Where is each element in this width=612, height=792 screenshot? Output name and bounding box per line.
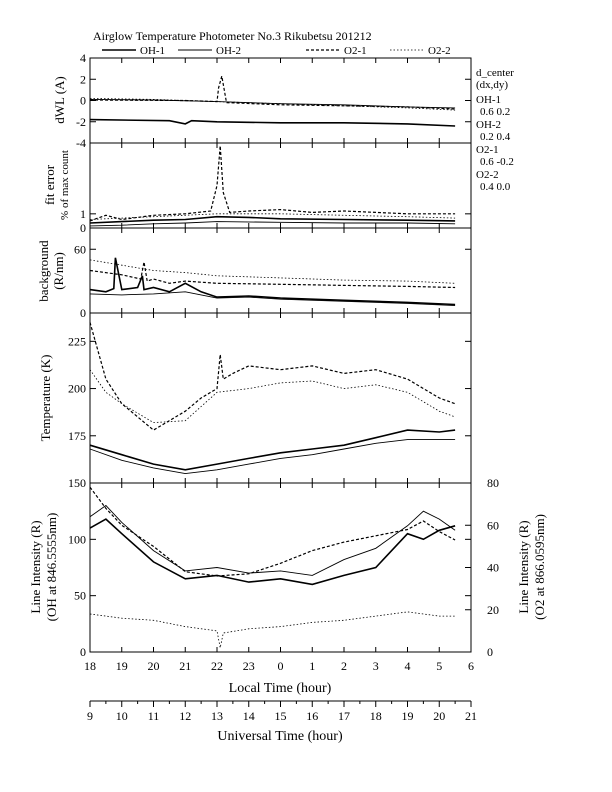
y2-tick-label: 0 <box>487 645 493 659</box>
background-axis-label: background <box>36 240 51 302</box>
y-tick-label: 225 <box>68 334 86 348</box>
y-tick-label: 50 <box>74 589 86 603</box>
legend-label-o2-2: O2-2 <box>428 45 451 57</box>
local-time-tick-label: 2 <box>341 659 347 673</box>
local-time-axis-label: Local Time (hour) <box>229 681 332 696</box>
series-o2-1-0 <box>89 75 456 110</box>
local-time-tick-label: 20 <box>148 659 160 673</box>
d-center-heading: d_center <box>476 67 514 79</box>
legend-label-oh-2: OH-2 <box>216 45 241 57</box>
ut-tick-label: 13 <box>211 709 223 723</box>
ut-tick-label: 15 <box>275 709 287 723</box>
fit-error-axis-sublabel: % of max count <box>59 150 71 220</box>
ut-tick-label: 17 <box>338 709 350 723</box>
y-tick-label: 150 <box>68 476 86 490</box>
series-oh-1-2 <box>89 257 456 306</box>
local-time-tick-label: 19 <box>116 659 128 673</box>
series-oh-1-0 <box>89 118 456 127</box>
local-time-tick-label: 18 <box>84 659 96 673</box>
local-time-tick-label: 22 <box>211 659 223 673</box>
series-o2-2-4 <box>89 611 456 648</box>
local-time-tick-label: 21 <box>179 659 191 673</box>
fit-error-axis-label: fit error <box>42 164 57 205</box>
d-center-value: 0.2 0.4 <box>480 131 511 143</box>
legend-label-oh-1: OH-1 <box>140 45 165 57</box>
ut-tick-label: 14 <box>243 709 255 723</box>
series-o2-2-0 <box>89 98 456 111</box>
local-time-tick-label: 5 <box>436 659 442 673</box>
ut-tick-label: 16 <box>306 709 318 723</box>
d-center-name: O2-1 <box>476 144 499 156</box>
y-tick-label: 60 <box>74 242 86 256</box>
d-center-name: OH-2 <box>476 119 501 131</box>
x-axes: 18 19 20 21 22 23 0 1 2 3 4 5 69 10 11 12 13 14 15 16 17 18 19… <box>84 659 477 723</box>
local-time-tick-label: 0 <box>278 659 284 673</box>
plot-area <box>89 75 456 648</box>
ut-tick-label: 21 <box>465 709 477 723</box>
y2-tick-label: 80 <box>487 476 499 490</box>
y-tick-label: 0 <box>80 221 86 235</box>
y-tick-label: 200 <box>68 382 86 396</box>
series-o2-1-2 <box>89 261 456 289</box>
y-tick-label: -4 <box>76 136 86 150</box>
y-tick-label: 0 <box>80 306 86 320</box>
series-oh-2-1 <box>89 221 456 227</box>
series-o2-2-3 <box>89 369 456 424</box>
ut-tick-label: 11 <box>148 709 160 723</box>
dwl-axis-label: dWL (A) <box>52 76 67 124</box>
d-center-value: 0.6 0.2 <box>480 106 510 118</box>
y-tick-label: 1 <box>80 207 86 221</box>
local-time-tick-label: 3 <box>373 659 379 673</box>
legend: OH-1 OH-2 O2-1 O2-2 <box>102 45 451 57</box>
y-tick-label: 2 <box>80 72 86 86</box>
ut-tick-label: 12 <box>179 709 191 723</box>
d-center-name: O2-2 <box>476 169 499 181</box>
intensity-right-axis-sublabel: (O2 at 866.0595nm) <box>532 514 547 620</box>
series-oh-1-1 <box>89 215 456 224</box>
d-center-subheading: (dx,dy) <box>476 79 508 91</box>
y-tick-label: 0 <box>80 94 86 108</box>
y2-tick-label: 20 <box>487 603 499 617</box>
series-oh-1-4 <box>89 518 456 586</box>
d-center-note: d_center (dx,dy) OH-10.6 0.2OH-20.2 0.4O… <box>476 67 514 193</box>
y-tick-label: 4 <box>80 51 86 65</box>
y-tick-label: 0 <box>80 645 86 659</box>
d-center-value: 0.6 -0.2 <box>480 156 514 168</box>
series-o2-1-3 <box>89 322 456 431</box>
ut-tick-label: 10 <box>116 709 128 723</box>
ut-tick-label: 9 <box>87 709 93 723</box>
series-oh-2-2 <box>89 291 456 307</box>
series-o2-2-1 <box>89 213 456 220</box>
y-tick-label: 175 <box>68 429 86 443</box>
intensity-axis-sublabel: (OH at 846.5555nm) <box>44 513 59 622</box>
ut-tick-label: 19 <box>402 709 414 723</box>
series-o2-1-4 <box>89 486 456 577</box>
d-center-value: 0.4 0.0 <box>480 181 511 193</box>
local-time-tick-label: 6 <box>468 659 474 673</box>
intensity-right-axis-label: Line Intensity (R) <box>516 520 531 613</box>
series-o2-2-2 <box>89 259 456 284</box>
series-oh-2-3 <box>89 439 456 475</box>
series-o2-1-1 <box>89 145 456 222</box>
local-time-tick-label: 23 <box>243 659 255 673</box>
intensity-axis-label: Line Intensity (R) <box>28 520 43 613</box>
series-oh-1-3 <box>89 429 456 471</box>
y2-tick-label: 40 <box>487 561 499 575</box>
y-tick-label: 100 <box>68 532 86 546</box>
y-tick-label: -2 <box>76 115 86 129</box>
local-time-tick-label: 1 <box>309 659 315 673</box>
local-time-tick-label: 4 <box>405 659 411 673</box>
chart-title: Airglow Temperature Photometer No.3 Riku… <box>93 29 372 43</box>
ut-tick-label: 20 <box>433 709 445 723</box>
d-center-name: OH-1 <box>476 94 501 106</box>
temperature-axis-label: Temperature (K) <box>38 355 53 442</box>
ut-tick-label: 18 <box>370 709 382 723</box>
legend-label-o2-1: O2-1 <box>344 45 367 57</box>
y2-tick-label: 60 <box>487 518 499 532</box>
universal-time-axis-label: Universal Time (hour) <box>217 729 343 744</box>
background-axis-sublabel: (R/nm) <box>51 252 66 290</box>
